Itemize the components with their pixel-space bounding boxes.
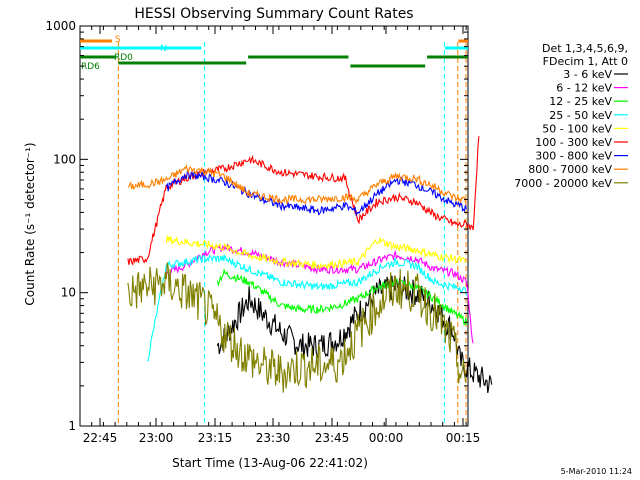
chart-title: HESSI Observing Summary Count Rates (134, 6, 413, 22)
y-axis-label: Count Rate (s⁻¹ detector⁻¹) (23, 142, 37, 305)
legend-label-5: 100 - 300 keV (535, 136, 612, 149)
series-line-8 (127, 262, 467, 393)
legend-label-7: 800 - 7000 keV (528, 163, 612, 176)
x-tick-label-3: 23:30 (256, 431, 291, 445)
legend-label-8: 7000 - 20000 keV (514, 177, 612, 190)
y-tick-label-1: 10 (61, 286, 76, 300)
flag-label-0: S (115, 35, 121, 45)
footer-date: 5-Mar-2010 11:24 (561, 467, 632, 476)
legend-header-0: Det 1,3,4,5,6,9, (542, 42, 628, 55)
x-axis-label: Start Time (13-Aug-06 22:41:02) (172, 456, 368, 470)
x-tick-label-0: 22:45 (83, 431, 118, 445)
legend-label-4: 50 - 100 keV (542, 122, 612, 135)
legend-label-6: 300 - 800 keV (535, 150, 612, 163)
series-layer (127, 136, 493, 393)
x-tick-label-5: 00:00 (369, 431, 404, 445)
series-line-4 (165, 235, 467, 271)
legend-label-1: 6 - 12 keV (556, 82, 612, 95)
y-tick-label-3: 1000 (45, 19, 76, 33)
legend-label-0: 3 - 6 keV (563, 68, 612, 81)
flag-label-1: N (160, 44, 167, 54)
x-tick-label-6: 00:15 (446, 431, 481, 445)
legend-label-3: 25 - 50 keV (549, 109, 612, 122)
series-line-5 (127, 136, 480, 266)
axis-ticks: 22:45 23:00 23:15 23:30 23:45 00:00 00:15 1 10 10… (45, 19, 480, 445)
x-tick-label-1: 23:00 (139, 431, 174, 445)
series-line-3 (146, 253, 467, 362)
legend-header-1: FDecim 1, Att 0 (543, 55, 628, 68)
series-line-7 (127, 163, 467, 206)
instrument-flags: S N RD0 RD6 (80, 35, 468, 426)
y-tick-label-2: 100 (53, 152, 76, 166)
x-tick-label-4: 23:45 (315, 431, 350, 445)
flag-label-3: RD6 (81, 62, 100, 72)
series-line-6 (165, 170, 467, 217)
x-tick-label-2: 23:15 (198, 431, 233, 445)
legend: Det 1,3,4,5,6,9,FDecim 1, Att 03 - 6 keV… (514, 42, 628, 190)
y-tick-label-0: 1 (68, 419, 76, 433)
flag-label-2: RD0 (114, 53, 133, 63)
legend-label-2: 12 - 25 keV (549, 95, 612, 108)
